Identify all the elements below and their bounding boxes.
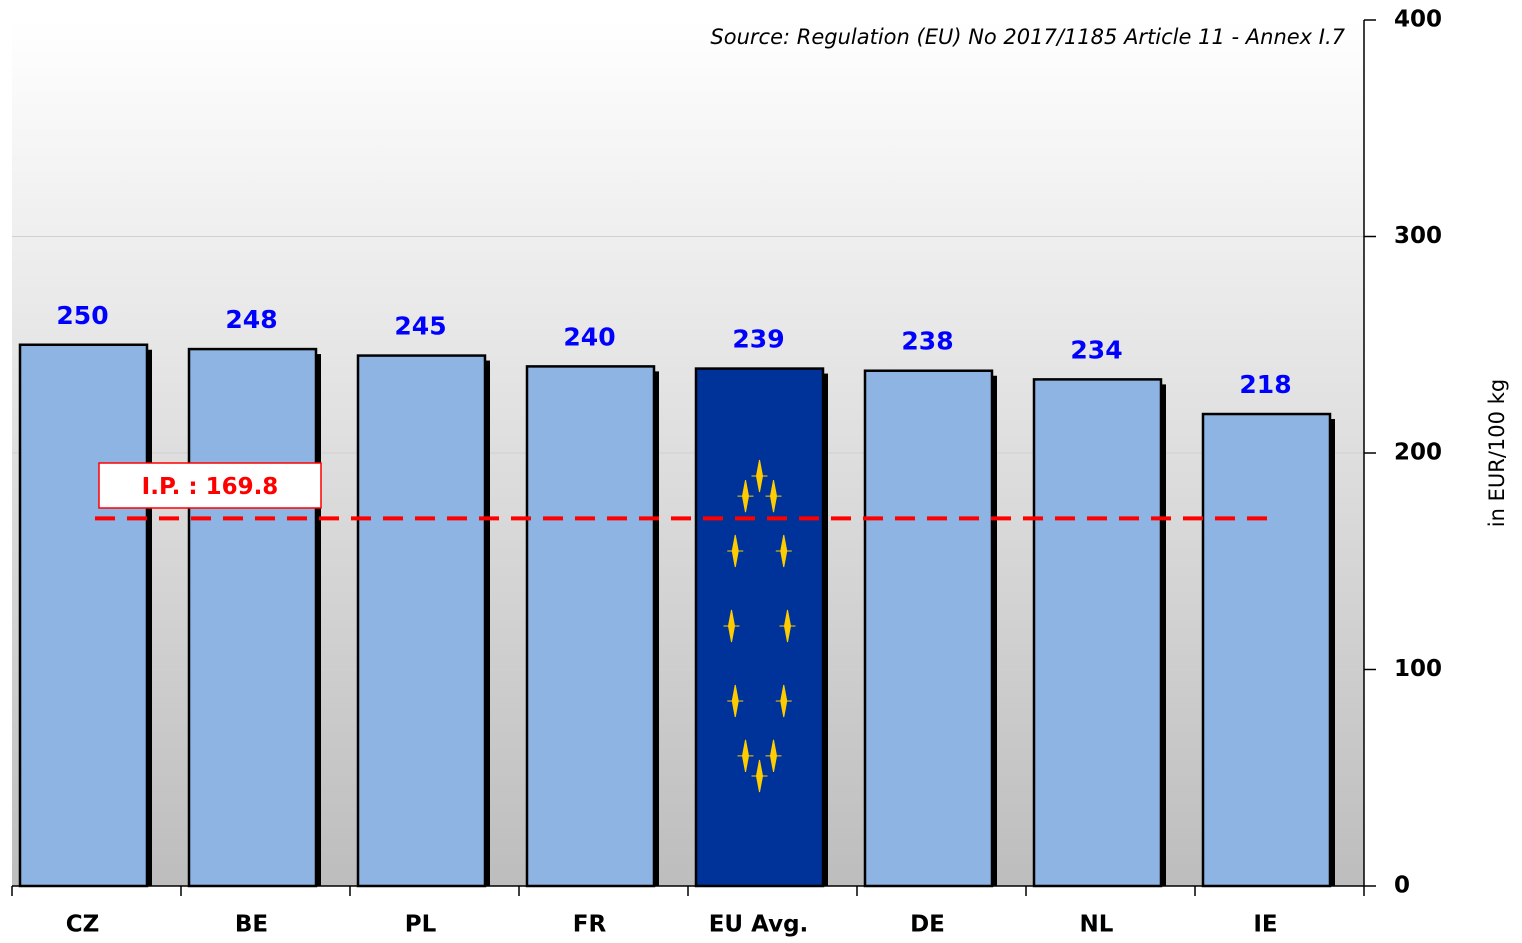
flag-star [737, 480, 754, 513]
reference-label: I.P. : 169.8 [142, 474, 279, 500]
flag-star [751, 459, 768, 493]
y-axis-label: in EUR/100 kg [1485, 379, 1509, 527]
x-tick-label: CZ [66, 912, 100, 938]
reference-label-value: 169.8 [206, 474, 279, 500]
flag-star [765, 739, 782, 772]
flag-star [727, 684, 744, 718]
bar [863, 369, 994, 888]
x-tick-label: NL [1080, 912, 1114, 938]
flag-star [775, 534, 792, 568]
bar [1032, 378, 1163, 888]
y-tick-label: 0 [1394, 873, 1410, 899]
value-label: 245 [394, 312, 446, 341]
y-tick-label: 400 [1394, 7, 1442, 33]
value-label: 240 [563, 322, 615, 351]
flag-star [779, 609, 796, 643]
value-label: 234 [1070, 335, 1122, 364]
flag-star [737, 739, 754, 772]
flag-star [727, 534, 744, 568]
bar [187, 347, 318, 888]
x-tick-label: FR [573, 912, 607, 938]
flag-star [751, 759, 768, 793]
reference-label-name: I.P. : [142, 474, 198, 500]
flag-star [723, 609, 740, 643]
reference-label-box [98, 462, 322, 509]
value-label: 248 [225, 305, 277, 334]
x-tick-label: DE [910, 912, 945, 938]
bar [525, 365, 656, 888]
x-tick-label: EU Avg. [709, 912, 809, 938]
bar [694, 367, 825, 888]
value-label: 239 [732, 325, 784, 354]
y-tick-label: 200 [1394, 440, 1442, 466]
bar [1201, 412, 1332, 888]
y-tick-label: 300 [1394, 223, 1442, 249]
value-label: 250 [56, 301, 108, 330]
value-label: 238 [901, 327, 953, 356]
y-tick-label: 100 [1394, 656, 1442, 682]
flag-stars [723, 459, 796, 793]
x-tick-label: PL [405, 912, 437, 938]
source-note: Source: Regulation (EU) No 2017/1185 Art… [710, 25, 1345, 49]
flag-star [775, 684, 792, 718]
x-tick-label: IE [1253, 912, 1277, 938]
value-label: 218 [1239, 370, 1291, 399]
bar [18, 343, 149, 888]
x-tick-label: BE [235, 912, 268, 938]
bar [356, 354, 487, 888]
flag-star [765, 480, 782, 513]
